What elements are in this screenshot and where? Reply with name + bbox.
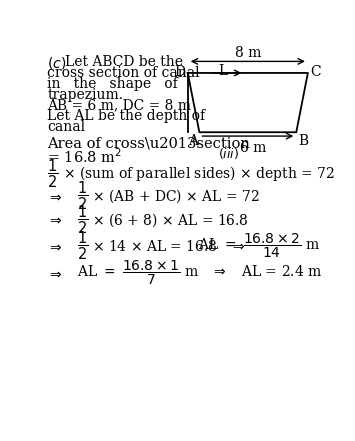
Text: 8 m: 8 m [235,46,261,60]
Text: $\dfrac{1}{2}$: $\dfrac{1}{2}$ [77,180,88,213]
Text: $\Rightarrow$: $\Rightarrow$ [48,189,63,203]
Text: C: C [310,65,321,79]
Text: $(c)$: $(c)$ [48,55,67,71]
Text: $\times$ (sum of parallel sides) $\times$ depth = 72: $\times$ (sum of parallel sides) $\times… [63,164,335,183]
Text: $\times$ (6 + 8) $\times$ AL = 16.8: $\times$ (6 + 8) $\times$ AL = 16.8 [92,211,249,229]
Text: A: A [188,134,198,148]
Text: cross section of canal: cross section of canal [48,66,200,80]
Text: Let ABCD be the: Let ABCD be the [65,55,182,69]
Text: $\times$ (AB + DC) $\times$ AL = 72: $\times$ (AB + DC) $\times$ AL = 72 [92,187,260,205]
Text: $\Rightarrow$: $\Rightarrow$ [48,213,63,227]
Text: Area of cross\u2013section: Area of cross\u2013section [48,136,250,150]
Text: Let AL be the depth of: Let AL be the depth of [48,109,206,123]
Text: = 16.8 m$^2$: = 16.8 m$^2$ [48,148,122,166]
Text: B: B [299,134,309,148]
Text: AL $=$ $\dfrac{16.8\times2}{14}$ m: AL $=$ $\dfrac{16.8\times2}{14}$ m [198,232,321,260]
Text: in   the   shape   of: in the shape of [48,77,178,91]
Text: $(iii)$: $(iii)$ [218,146,239,161]
Text: $\dfrac{1}{2}$: $\dfrac{1}{2}$ [77,230,88,262]
Text: AB = 6 m, DC = 8 m: AB = 6 m, DC = 8 m [48,98,191,112]
Text: AL $=$ $\dfrac{16.8\times1}{7}$ m   $\Rightarrow$   AL = 2.4 m: AL $=$ $\dfrac{16.8\times1}{7}$ m $\Righ… [77,259,322,287]
Text: $\dfrac{1}{2}$: $\dfrac{1}{2}$ [48,157,59,190]
Text: $\dfrac{1}{2}$: $\dfrac{1}{2}$ [77,204,88,236]
Text: trapezium.: trapezium. [48,88,124,101]
Text: L: L [218,64,227,78]
Text: $\times$ 14 $\times$ AL = 16.8   $\Rightarrow$: $\times$ 14 $\times$ AL = 16.8 $\Rightar… [92,239,246,254]
Text: $\Rightarrow$: $\Rightarrow$ [48,239,63,253]
Text: $\Rightarrow$: $\Rightarrow$ [48,266,63,280]
Text: 6 m: 6 m [240,141,267,155]
Text: canal: canal [48,120,86,134]
Text: D: D [174,65,185,79]
